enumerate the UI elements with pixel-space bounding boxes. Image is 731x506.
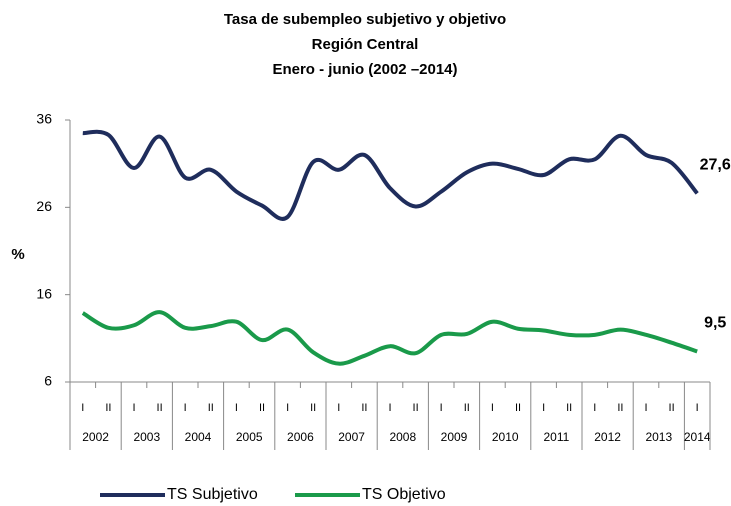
year-label: 2008 [389, 430, 416, 444]
x-tick-label: I [440, 402, 443, 414]
x-tick-label: I [81, 402, 84, 414]
x-tick-label: I [593, 402, 596, 414]
year-label: 2012 [594, 430, 621, 444]
x-tick-label: II [361, 402, 367, 414]
series-line [82, 129, 699, 221]
year-label: 2003 [133, 430, 160, 444]
year-label: 2005 [236, 430, 263, 444]
x-tick-label: I [696, 402, 699, 414]
x-tick-label: II [617, 402, 623, 414]
year-label: 2014 [684, 430, 711, 444]
legend-label: TS Objetivo [362, 486, 446, 503]
x-tick-label: I [491, 402, 494, 414]
x-tick-label: II [566, 402, 572, 414]
x-tick-label: II [157, 402, 163, 414]
data-label: 9,5 [704, 315, 726, 332]
year-label: 2009 [441, 430, 468, 444]
y-tick-label: 6 [44, 373, 52, 389]
year-label: 2002 [82, 430, 109, 444]
x-tick-label: II [464, 402, 470, 414]
y-tick-label: 16 [36, 285, 52, 301]
x-tick-label: II [259, 402, 265, 414]
year-label: 2013 [645, 430, 672, 444]
x-tick-label: II [208, 402, 214, 414]
series-line [81, 310, 698, 366]
y-axis-label: % [11, 246, 24, 263]
legend-label: TS Subjetivo [167, 486, 258, 503]
y-tick-label: 26 [36, 198, 52, 214]
year-label: 2004 [185, 430, 212, 444]
x-tick-label: II [310, 402, 316, 414]
x-tick-label: I [184, 402, 187, 414]
x-tick-label: II [413, 402, 419, 414]
data-label: 27,6 [700, 157, 731, 174]
y-tick-label: 36 [36, 111, 52, 127]
year-label: 2007 [338, 430, 365, 444]
x-tick-label: I [337, 402, 340, 414]
x-tick-label: I [235, 402, 238, 414]
x-tick-label: II [105, 402, 111, 414]
chart-title: Región Central [312, 36, 419, 53]
x-tick-label: II [515, 402, 521, 414]
chart-title: Tasa de subempleo subjetivo y objetivo [224, 11, 506, 28]
chart-title: Enero - junio (2002 –2014) [272, 61, 457, 78]
year-label: 2011 [543, 430, 569, 444]
x-tick-label: I [388, 402, 391, 414]
x-tick-label: I [542, 402, 545, 414]
x-tick-label: I [644, 402, 647, 414]
year-label: 2010 [492, 430, 519, 444]
x-tick-label: I [132, 402, 135, 414]
year-label: 2006 [287, 430, 314, 444]
x-tick-label: I [286, 402, 289, 414]
x-tick-label: II [669, 402, 675, 414]
